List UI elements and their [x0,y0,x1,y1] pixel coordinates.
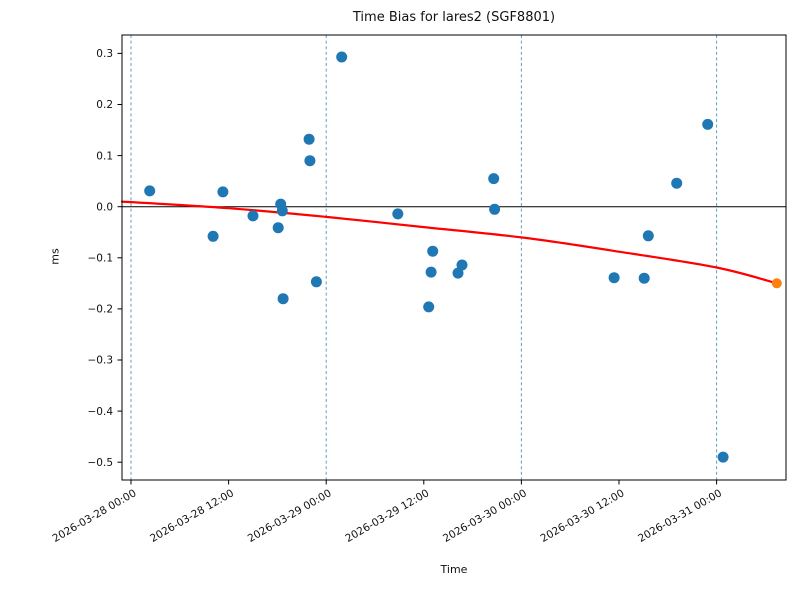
x-tick-label: 2026-03-30 12:00 [539,487,627,545]
data-point [488,173,500,185]
data-point [336,51,348,63]
data-point [427,245,439,257]
trend-line [120,200,778,285]
data-point [217,186,229,198]
data-point [144,185,156,197]
data-point [489,203,501,215]
data-point [310,276,322,288]
y-tick-label: 0.3 [96,48,113,60]
data-point [423,301,435,313]
data-point [702,118,714,130]
x-tick-label: 2026-03-30 00:00 [441,487,529,545]
y-tick-label: −0.1 [88,253,114,265]
y-tick-label: −0.5 [88,457,114,469]
y-tick-label: 0.1 [96,150,113,162]
axes-border [121,34,787,481]
data-point [304,155,316,167]
data-point [608,272,620,284]
chart-title: Time Bias for lares2 (SGF8801) [352,10,556,25]
y-tick-label: −0.4 [88,406,114,418]
x-tick-label: 2026-03-28 12:00 [148,487,236,545]
data-point [671,177,683,189]
y-tick-label: 0.0 [96,201,113,213]
data-point [303,133,315,145]
data-point [642,230,654,242]
y-tick-label: −0.2 [88,304,114,316]
data-point [717,451,729,463]
y-tick-label: −0.3 [88,355,114,367]
x-tick-label: 2026-03-28 00:00 [51,487,139,545]
data-point [276,205,288,217]
data-point [456,259,468,271]
data-point [272,222,284,234]
data-point [247,210,259,222]
x-axis-label: Time [440,563,468,576]
data-point [392,208,404,220]
x-tick-label: 2026-03-29 12:00 [343,487,431,545]
data-point [207,230,219,242]
x-tick-label: 2026-03-31 00:00 [636,487,724,545]
highlight-point [771,278,782,289]
y-tick-label: 0.2 [96,99,113,111]
data-point [638,272,650,284]
data-point [277,293,289,305]
data-point [425,266,437,278]
x-tick-label: 2026-03-29 00:00 [246,487,334,545]
